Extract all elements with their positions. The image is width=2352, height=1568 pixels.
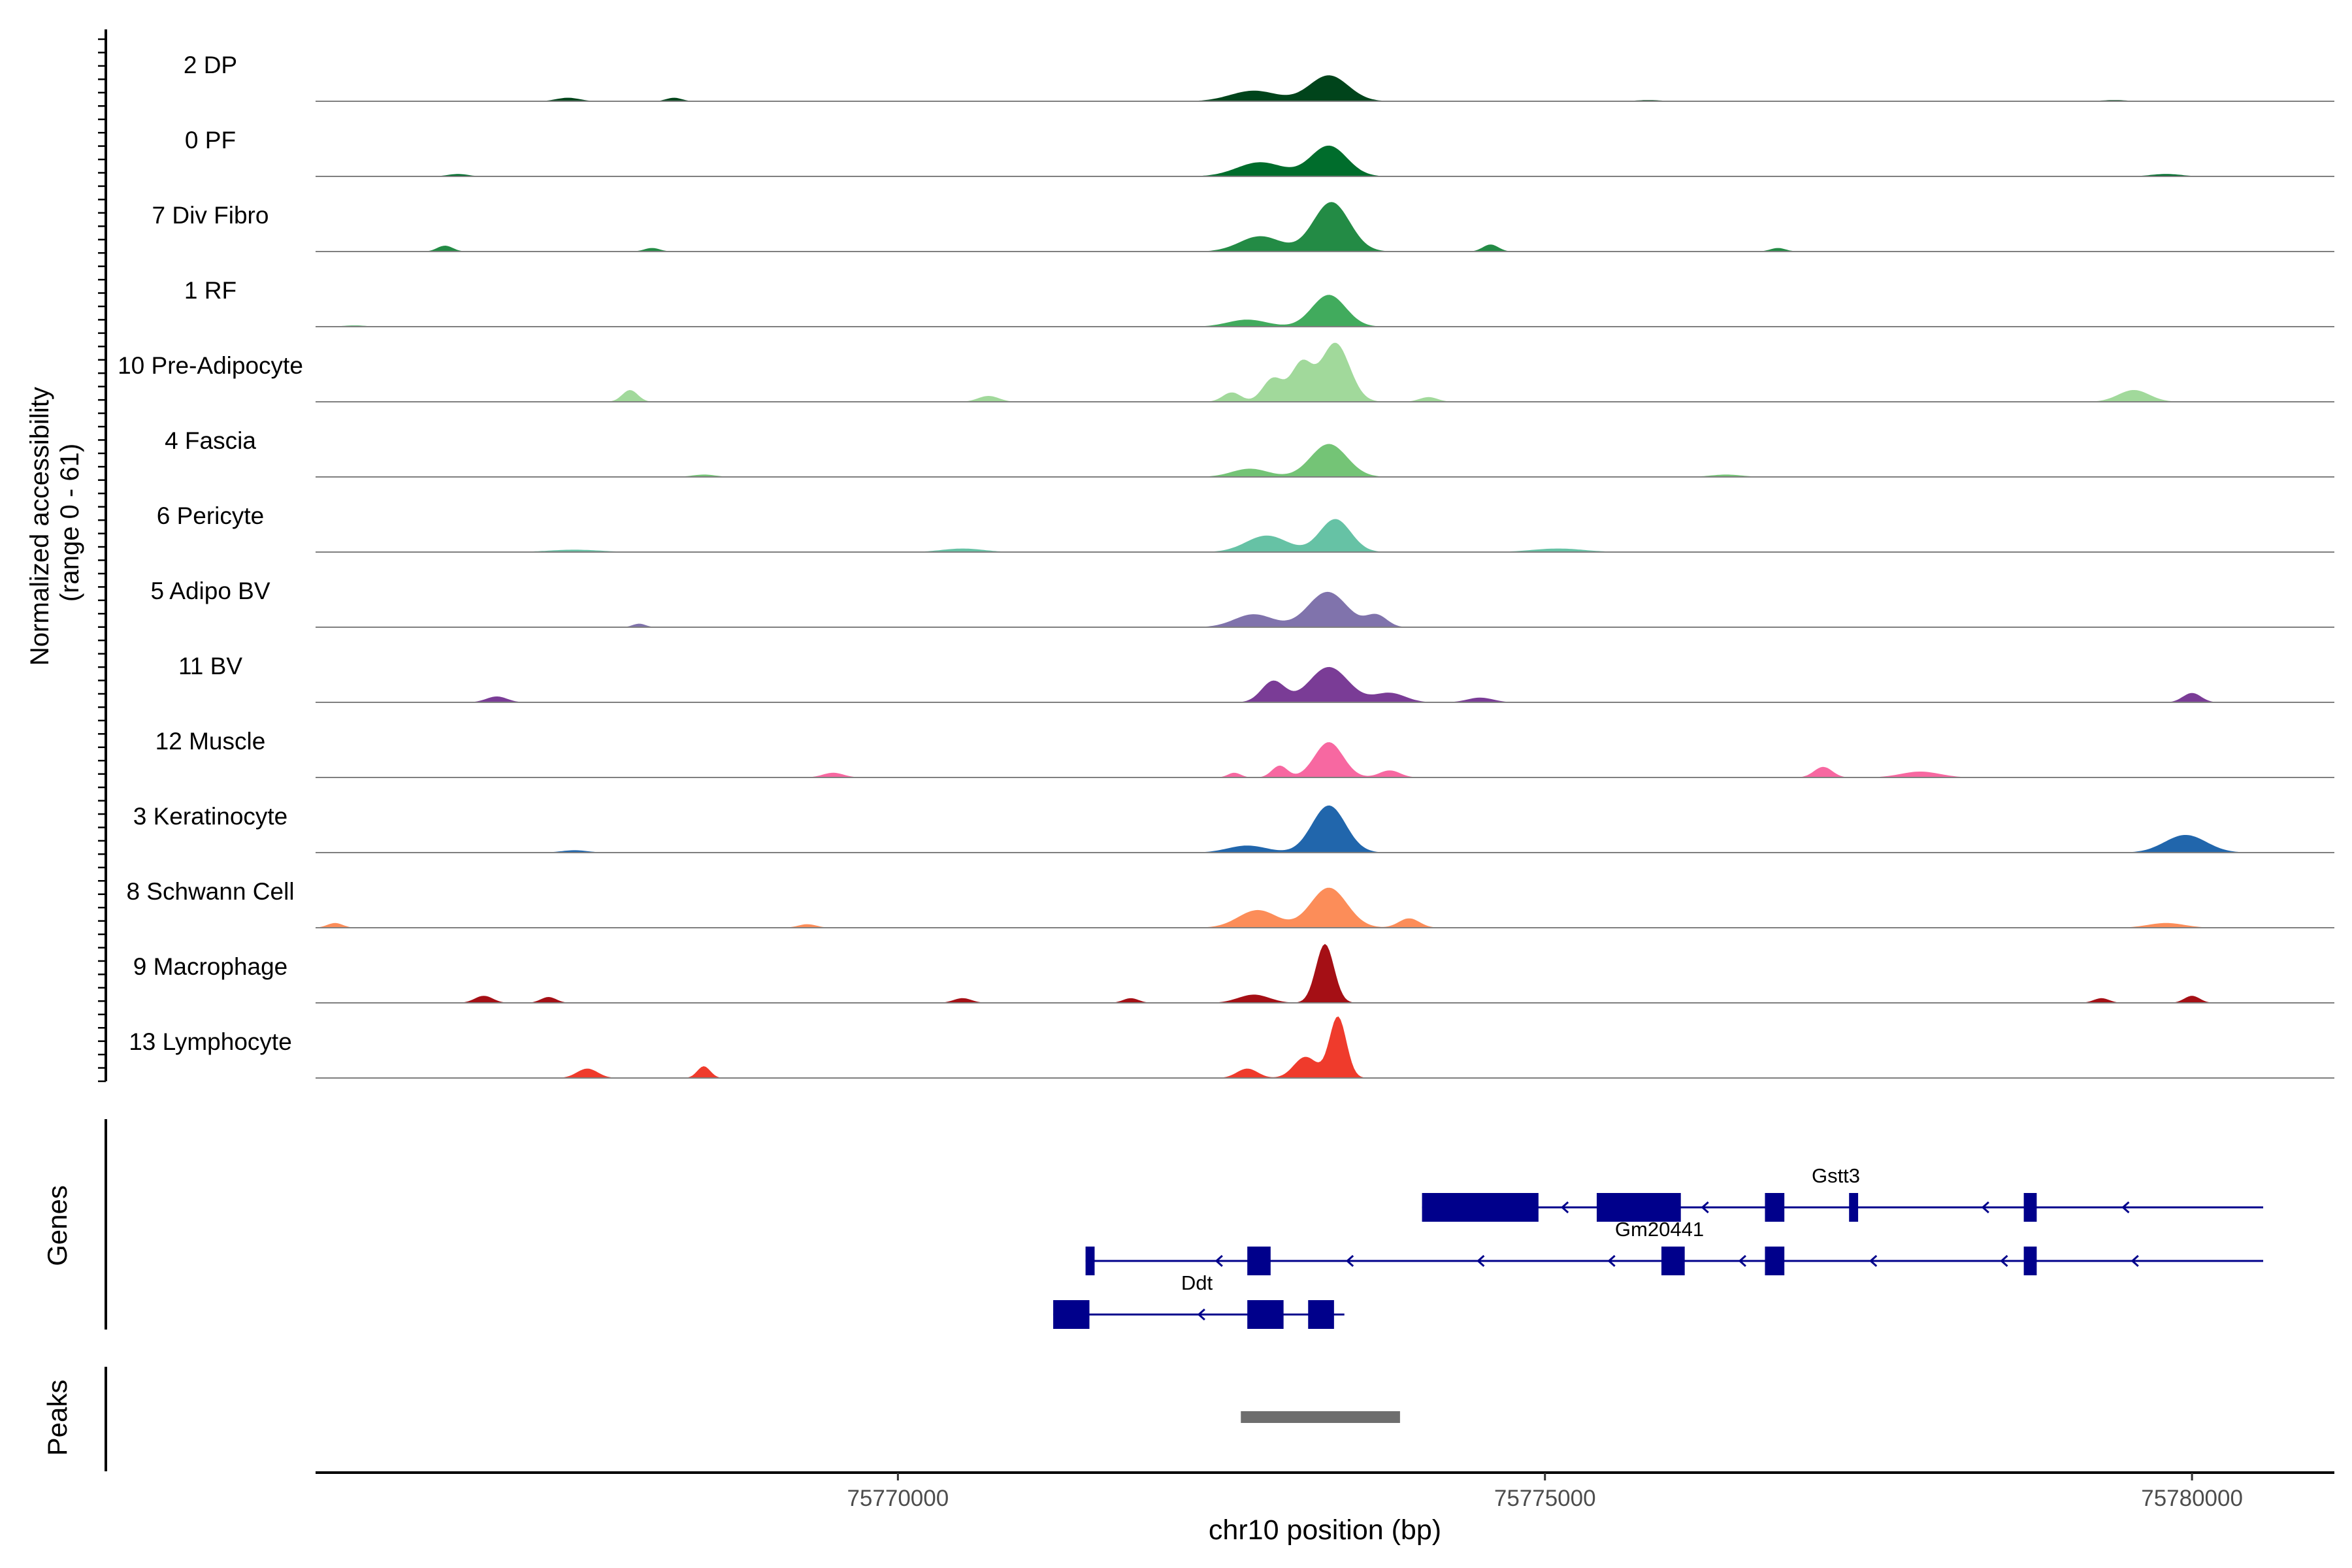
- exon: [1422, 1193, 1539, 1222]
- track-area: [316, 591, 2334, 627]
- track-10: 3 Keratinocyte: [133, 803, 2334, 853]
- genes-panel-label: Genes: [42, 1185, 73, 1266]
- track-label: 2 DP: [184, 52, 237, 78]
- track-label: 6 Pericyte: [157, 502, 265, 529]
- exon: [1596, 1193, 1681, 1222]
- peak-region: [1241, 1411, 1400, 1423]
- exon: [1849, 1193, 1859, 1222]
- track-8: 11 BV: [178, 653, 2334, 703]
- exon: [1308, 1300, 1334, 1329]
- x-axis: chr10 position (bp) 75770000 75775000 7578…: [316, 1471, 2334, 1546]
- track-label: 7 Div Fibro: [152, 202, 269, 229]
- track-4: 10 Pre-Adipocyte: [118, 342, 2334, 402]
- track-label: 10 Pre-Adipocyte: [118, 352, 303, 379]
- gene-label: Gstt3: [1812, 1164, 1860, 1187]
- track-12: 9 Macrophage: [133, 943, 2334, 1004]
- track-area: [316, 943, 2334, 1003]
- strand-arrow: [1869, 1254, 1878, 1267]
- exon: [1085, 1247, 1095, 1275]
- exon: [2023, 1247, 2037, 1275]
- x-tick-label: 75775000: [1494, 1486, 1596, 1511]
- track-area: [316, 519, 2334, 552]
- y-axis-label-line1: Normalized accessibility: [25, 387, 54, 666]
- track-area: [316, 1016, 2334, 1078]
- track-area: [316, 666, 2334, 702]
- track-area: [316, 444, 2334, 477]
- gene-gstt3: Gstt3: [1422, 1164, 2264, 1222]
- track-9: 12 Muscle: [155, 728, 2334, 778]
- strand-arrow: [2000, 1254, 2008, 1267]
- gene-gm20441: Gm20441: [1085, 1218, 2264, 1275]
- strand-arrow: [1607, 1254, 1616, 1267]
- gene-ddt: Ddt: [1053, 1271, 1345, 1329]
- peaks-panel: Peaks: [42, 1367, 1400, 1471]
- gene-label: Gm20441: [1615, 1218, 1704, 1241]
- track-label: 8 Schwann Cell: [126, 878, 294, 905]
- strand-arrow: [1981, 1201, 1989, 1214]
- strand-arrow: [1701, 1201, 1709, 1214]
- coverage-tracks: 2 DP 0 PF 7 Div Fibro 1 RF 10 Pre-Adipocyte 4…: [118, 52, 2334, 1079]
- track-6: 6 Pericyte: [157, 502, 2334, 553]
- track-3: 1 RF: [184, 277, 2334, 327]
- strand-arrow: [2121, 1201, 2130, 1214]
- x-tick-label: 75770000: [847, 1486, 949, 1511]
- track-11: 8 Schwann Cell: [126, 878, 2334, 928]
- exon: [1247, 1300, 1284, 1329]
- strand-arrow: [1477, 1254, 1485, 1267]
- y-axis: Normalized accessibility (range 0 - 61): [25, 29, 107, 1083]
- exon: [1765, 1247, 1785, 1275]
- strand-arrow: [1197, 1308, 1205, 1321]
- track-label: 3 Keratinocyte: [133, 803, 288, 830]
- track-area: [316, 75, 2334, 101]
- exon: [2023, 1193, 2037, 1222]
- strand-arrow: [1560, 1201, 1569, 1214]
- track-13: 13 Lymphocyte: [129, 1016, 2334, 1079]
- track-area: [316, 742, 2334, 777]
- genes-panel: Genes Gstt3 Gm20441 Ddt: [42, 1119, 2264, 1330]
- peaks-panel-label: Peaks: [42, 1380, 73, 1456]
- track-area: [316, 202, 2334, 252]
- strand-arrow: [1738, 1254, 1746, 1267]
- exon: [1247, 1247, 1271, 1275]
- track-label: 4 Fascia: [165, 427, 256, 454]
- track-0: 2 DP: [184, 52, 2334, 102]
- exon: [1053, 1300, 1090, 1329]
- track-label: 1 RF: [184, 277, 237, 304]
- track-area: [316, 805, 2334, 853]
- track-area: [316, 342, 2334, 402]
- track-5: 4 Fascia: [165, 427, 2334, 478]
- track-2: 7 Div Fibro: [152, 202, 2334, 252]
- strand-arrow: [1215, 1254, 1223, 1267]
- x-axis-label: chr10 position (bp): [1209, 1514, 1441, 1546]
- gene-label: Ddt: [1181, 1271, 1213, 1294]
- y-axis-label: Normalized accessibility (range 0 - 61): [25, 380, 84, 666]
- strand-arrow: [2131, 1254, 2139, 1267]
- y-axis-label-line2: (range 0 - 61): [56, 444, 84, 602]
- track-area: [316, 145, 2334, 176]
- x-tick-label: 75780000: [2141, 1486, 2243, 1511]
- track-label: 13 Lymphocyte: [129, 1028, 292, 1055]
- exon: [1661, 1247, 1685, 1275]
- strand-arrow: [1345, 1254, 1354, 1267]
- track-label: 0 PF: [185, 127, 236, 154]
- exon: [1765, 1193, 1785, 1222]
- track-label: 9 Macrophage: [133, 953, 288, 980]
- track-label: 5 Adipo BV: [150, 578, 270, 604]
- track-label: 11 BV: [178, 653, 242, 679]
- track-label: 12 Muscle: [155, 728, 266, 755]
- track-area: [316, 887, 2334, 928]
- track-area: [316, 295, 2334, 327]
- track-7: 5 Adipo BV: [150, 578, 2334, 628]
- track-1: 0 PF: [185, 127, 2334, 177]
